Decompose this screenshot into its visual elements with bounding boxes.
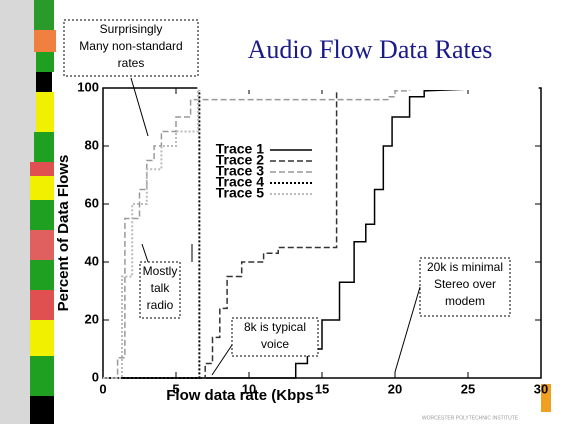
- trace-line: [202, 87, 541, 379]
- annotation-box: [63, 19, 199, 77]
- stripe-block: [30, 200, 54, 230]
- stripe-block: [30, 162, 54, 176]
- annotation-text: Surprisingly: [100, 22, 163, 36]
- legend-label: Trace 5: [216, 185, 264, 201]
- title-band: [198, 20, 538, 90]
- trace-line: [103, 87, 541, 379]
- annotation-arrow: [211, 344, 233, 376]
- y-tick-label: 40: [85, 253, 99, 268]
- stripe-block: [30, 260, 54, 290]
- stripe-block: [30, 396, 54, 424]
- legend-label: Trace 1: [216, 141, 264, 157]
- x-tick-label: 15: [315, 381, 329, 396]
- y-tick-label: 60: [85, 195, 99, 210]
- y-tick-label: 20: [85, 311, 99, 326]
- annotation-arrow: [141, 243, 149, 263]
- annotation-text: radio: [147, 298, 174, 312]
- annotation-text: 8k is typical: [244, 320, 306, 334]
- stripe-block: [34, 0, 54, 30]
- x-tick-label: 25: [461, 381, 475, 396]
- stripe-block: [30, 356, 54, 396]
- annotation-text: 20k is minimal: [427, 260, 503, 274]
- stripe-block: [30, 176, 54, 200]
- stripe-block: [36, 52, 54, 72]
- annotation-arrow: [130, 77, 149, 137]
- annotation-text: rates: [118, 56, 145, 70]
- stripe-block: [30, 320, 54, 356]
- legend-label: Trace 4: [216, 174, 264, 190]
- annotation-text: Mostly: [143, 264, 178, 278]
- footer: WORCESTER POLYTECHNIC INSTITUTE: [422, 415, 519, 421]
- y-axis-label: Percent of Data Flows: [55, 155, 72, 312]
- x-axis-label: Flow data rate (Kbps: [166, 387, 314, 404]
- x-tick-label: 10: [242, 381, 256, 396]
- stripe-block: [34, 30, 56, 52]
- annotation-text: Many non-standard: [79, 39, 182, 53]
- annotation-text: talk: [151, 281, 171, 295]
- annotation-box: [419, 257, 511, 317]
- x-tick-label: 5: [172, 381, 179, 396]
- stripe-block: [30, 230, 54, 260]
- stripe-block: [30, 290, 54, 320]
- legend-label: Trace 2: [216, 152, 264, 168]
- legend-label: Trace 3: [216, 163, 264, 179]
- corner-block: [541, 384, 551, 412]
- x-tick-label: 20: [388, 381, 402, 396]
- stripe-block: [34, 132, 54, 162]
- annotation-arrow: [394, 286, 421, 373]
- trace-line: [103, 87, 541, 379]
- x-tick-label: 30: [534, 381, 548, 396]
- side-stripe: [0, 0, 56, 424]
- annotation-text: voice: [261, 337, 289, 351]
- y-tick-label: 0: [92, 369, 99, 384]
- annotation-box: [139, 261, 181, 319]
- stripe-block: [36, 72, 52, 92]
- stripe-block: [36, 92, 54, 132]
- y-tick-label: 100: [77, 79, 99, 94]
- x-tick-label: 0: [99, 381, 106, 396]
- annotation-text: modem: [445, 294, 485, 308]
- y-tick-label: 80: [85, 137, 99, 152]
- annotation-text: Stereo over: [434, 277, 496, 291]
- chart-title: Audio Flow Data Rates: [248, 35, 493, 64]
- annotation-box: [231, 317, 319, 357]
